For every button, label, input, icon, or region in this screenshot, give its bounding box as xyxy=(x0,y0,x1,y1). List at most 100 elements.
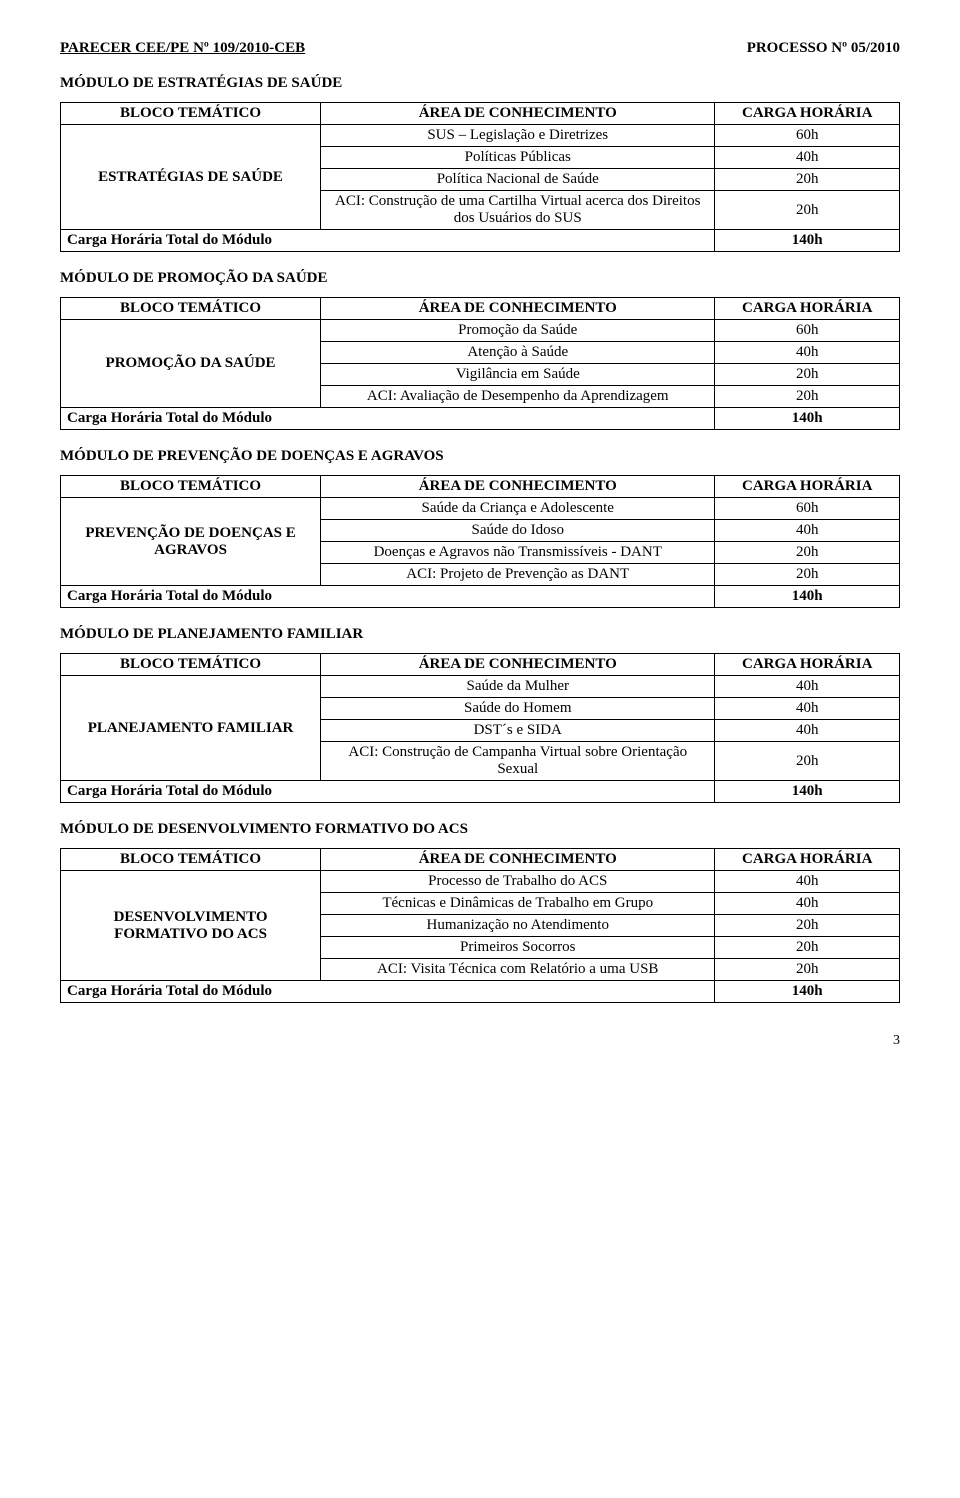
header-right: PROCESSO Nº 05/2010 xyxy=(747,40,900,57)
total-row: Carga Horária Total do Módulo140h xyxy=(61,586,900,608)
total-row: Carga Horária Total do Módulo140h xyxy=(61,781,900,803)
table-header-row: BLOCO TEMÁTICOÁREA DE CONHECIMENTOCARGA … xyxy=(61,103,900,125)
table-row: PREVENÇÃO DE DOENÇAS E AGRAVOSSaúde da C… xyxy=(61,498,900,520)
total-label-cell: Carga Horária Total do Módulo xyxy=(61,781,715,803)
area-cell: ACI: Projeto de Prevenção as DANT xyxy=(321,564,715,586)
total-row: Carga Horária Total do Módulo140h xyxy=(61,408,900,430)
area-cell: Saúde do Idoso xyxy=(321,520,715,542)
area-cell: Humanização no Atendimento xyxy=(321,915,715,937)
area-cell: Saúde da Criança e Adolescente xyxy=(321,498,715,520)
area-cell: Doenças e Agravos não Transmissíveis - D… xyxy=(321,542,715,564)
table-row: ESTRATÉGIAS DE SAÚDESUS – Legislação e D… xyxy=(61,125,900,147)
table-header-cell: BLOCO TEMÁTICO xyxy=(61,298,321,320)
table-header-cell: ÁREA DE CONHECIMENTO xyxy=(321,849,715,871)
hours-cell: 40h xyxy=(715,893,900,915)
hours-cell: 60h xyxy=(715,498,900,520)
block-label-cell: ESTRATÉGIAS DE SAÚDE xyxy=(61,125,321,230)
module-title: MÓDULO DE ESTRATÉGIAS DE SAÚDE xyxy=(60,75,900,92)
total-row: Carga Horária Total do Módulo140h xyxy=(61,981,900,1003)
area-cell: Saúde do Homem xyxy=(321,698,715,720)
area-cell: ACI: Visita Técnica com Relatório a uma … xyxy=(321,959,715,981)
hours-cell: 20h xyxy=(715,542,900,564)
hours-cell: 40h xyxy=(715,871,900,893)
table-header-cell: BLOCO TEMÁTICO xyxy=(61,476,321,498)
area-cell: DST´s e SIDA xyxy=(321,720,715,742)
table-header-cell: BLOCO TEMÁTICO xyxy=(61,103,321,125)
module-table: BLOCO TEMÁTICOÁREA DE CONHECIMENTOCARGA … xyxy=(60,297,900,430)
header-left: PARECER CEE/PE Nº 109/2010-CEB xyxy=(60,40,305,57)
module-title: MÓDULO DE PROMOÇÃO DA SAÚDE xyxy=(60,270,900,287)
page-number: 3 xyxy=(60,1033,900,1049)
table-header-cell: ÁREA DE CONHECIMENTO xyxy=(321,103,715,125)
total-label-cell: Carga Horária Total do Módulo xyxy=(61,586,715,608)
total-row: Carga Horária Total do Módulo140h xyxy=(61,230,900,252)
table-header-cell: CARGA HORÁRIA xyxy=(715,849,900,871)
hours-cell: 20h xyxy=(715,959,900,981)
table-header-row: BLOCO TEMÁTICOÁREA DE CONHECIMENTOCARGA … xyxy=(61,654,900,676)
area-cell: Atenção à Saúde xyxy=(321,342,715,364)
document-header: PARECER CEE/PE Nº 109/2010-CEB PROCESSO … xyxy=(60,40,900,57)
total-value-cell: 140h xyxy=(715,230,900,252)
block-label-cell: DESENVOLVIMENTO FORMATIVO DO ACS xyxy=(61,871,321,981)
area-cell: Vigilância em Saúde xyxy=(321,364,715,386)
area-cell: Promoção da Saúde xyxy=(321,320,715,342)
hours-cell: 40h xyxy=(715,342,900,364)
table-row: PLANEJAMENTO FAMILIARSaúde da Mulher40h xyxy=(61,676,900,698)
hours-cell: 20h xyxy=(715,742,900,781)
module-title: MÓDULO DE PLANEJAMENTO FAMILIAR xyxy=(60,626,900,643)
hours-cell: 20h xyxy=(715,915,900,937)
table-header-cell: BLOCO TEMÁTICO xyxy=(61,654,321,676)
hours-cell: 20h xyxy=(715,364,900,386)
hours-cell: 20h xyxy=(715,937,900,959)
hours-cell: 40h xyxy=(715,720,900,742)
area-cell: Técnicas e Dinâmicas de Trabalho em Grup… xyxy=(321,893,715,915)
hours-cell: 20h xyxy=(715,386,900,408)
hours-cell: 40h xyxy=(715,147,900,169)
hours-cell: 40h xyxy=(715,676,900,698)
table-row: PROMOÇÃO DA SAÚDEPromoção da Saúde60h xyxy=(61,320,900,342)
hours-cell: 60h xyxy=(715,320,900,342)
total-label-cell: Carga Horária Total do Módulo xyxy=(61,981,715,1003)
block-label-cell: PREVENÇÃO DE DOENÇAS E AGRAVOS xyxy=(61,498,321,586)
hours-cell: 40h xyxy=(715,520,900,542)
table-header-cell: ÁREA DE CONHECIMENTO xyxy=(321,476,715,498)
table-header-row: BLOCO TEMÁTICOÁREA DE CONHECIMENTOCARGA … xyxy=(61,476,900,498)
area-cell: Saúde da Mulher xyxy=(321,676,715,698)
module-title: MÓDULO DE DESENVOLVIMENTO FORMATIVO DO A… xyxy=(60,821,900,838)
hours-cell: 40h xyxy=(715,698,900,720)
module-table: BLOCO TEMÁTICOÁREA DE CONHECIMENTOCARGA … xyxy=(60,102,900,252)
area-cell: ACI: Construção de uma Cartilha Virtual … xyxy=(321,191,715,230)
block-label-cell: PLANEJAMENTO FAMILIAR xyxy=(61,676,321,781)
table-header-cell: ÁREA DE CONHECIMENTO xyxy=(321,654,715,676)
total-label-cell: Carga Horária Total do Módulo xyxy=(61,408,715,430)
area-cell: SUS – Legislação e Diretrizes xyxy=(321,125,715,147)
hours-cell: 20h xyxy=(715,169,900,191)
table-row: DESENVOLVIMENTO FORMATIVO DO ACSProcesso… xyxy=(61,871,900,893)
total-value-cell: 140h xyxy=(715,781,900,803)
module-title: MÓDULO DE PREVENÇÃO DE DOENÇAS E AGRAVOS xyxy=(60,448,900,465)
area-cell: ACI: Construção de Campanha Virtual sobr… xyxy=(321,742,715,781)
table-header-row: BLOCO TEMÁTICOÁREA DE CONHECIMENTOCARGA … xyxy=(61,849,900,871)
table-header-row: BLOCO TEMÁTICOÁREA DE CONHECIMENTOCARGA … xyxy=(61,298,900,320)
total-value-cell: 140h xyxy=(715,981,900,1003)
module-table: BLOCO TEMÁTICOÁREA DE CONHECIMENTOCARGA … xyxy=(60,848,900,1003)
hours-cell: 20h xyxy=(715,564,900,586)
area-cell: Processo de Trabalho do ACS xyxy=(321,871,715,893)
table-header-cell: CARGA HORÁRIA xyxy=(715,103,900,125)
table-header-cell: ÁREA DE CONHECIMENTO xyxy=(321,298,715,320)
area-cell: Política Nacional de Saúde xyxy=(321,169,715,191)
total-label-cell: Carga Horária Total do Módulo xyxy=(61,230,715,252)
hours-cell: 20h xyxy=(715,191,900,230)
area-cell: Primeiros Socorros xyxy=(321,937,715,959)
area-cell: Políticas Públicas xyxy=(321,147,715,169)
total-value-cell: 140h xyxy=(715,586,900,608)
table-header-cell: CARGA HORÁRIA xyxy=(715,298,900,320)
module-table: BLOCO TEMÁTICOÁREA DE CONHECIMENTOCARGA … xyxy=(60,475,900,608)
block-label-cell: PROMOÇÃO DA SAÚDE xyxy=(61,320,321,408)
modules-container: MÓDULO DE ESTRATÉGIAS DE SAÚDE BLOCO TEMÁ… xyxy=(60,75,900,1003)
table-header-cell: CARGA HORÁRIA xyxy=(715,476,900,498)
hours-cell: 60h xyxy=(715,125,900,147)
area-cell: ACI: Avaliação de Desempenho da Aprendiz… xyxy=(321,386,715,408)
table-header-cell: BLOCO TEMÁTICO xyxy=(61,849,321,871)
table-header-cell: CARGA HORÁRIA xyxy=(715,654,900,676)
